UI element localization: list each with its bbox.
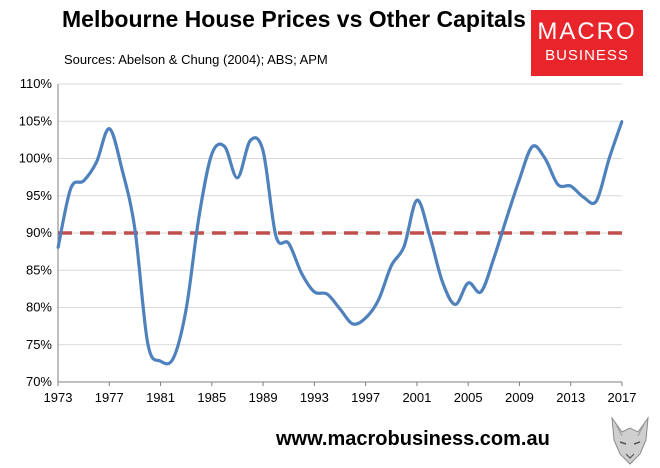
y-tick-label: 110% bbox=[20, 76, 53, 91]
data-point bbox=[223, 145, 226, 148]
x-tick-label: 1973 bbox=[44, 390, 73, 405]
data-point bbox=[300, 272, 303, 275]
data-point bbox=[582, 196, 585, 199]
y-tick-label: 75% bbox=[26, 337, 52, 352]
data-point bbox=[338, 307, 342, 311]
data-point bbox=[428, 234, 431, 238]
data-point bbox=[82, 179, 85, 183]
logo-line-1: MACRO bbox=[537, 18, 637, 45]
data-point bbox=[146, 342, 149, 345]
series-line bbox=[56, 120, 624, 366]
data-point bbox=[402, 245, 406, 248]
data-point bbox=[274, 234, 278, 238]
data-point bbox=[364, 316, 367, 320]
data-point bbox=[620, 120, 624, 123]
x-tick-label: 2017 bbox=[608, 390, 637, 405]
data-point bbox=[56, 246, 60, 250]
data-point bbox=[454, 303, 457, 306]
data-point bbox=[69, 187, 73, 190]
y-tick-label: 90% bbox=[26, 225, 52, 240]
data-point bbox=[390, 264, 393, 267]
data-point bbox=[249, 139, 252, 142]
data-point bbox=[313, 290, 316, 294]
x-tick-label: 2013 bbox=[556, 390, 585, 405]
footer-url: www.macrobusiness.com.au bbox=[276, 428, 550, 450]
y-tick-label: 85% bbox=[26, 262, 52, 277]
data-point bbox=[184, 307, 188, 311]
x-tick-label: 2005 bbox=[454, 390, 483, 405]
data-point bbox=[133, 228, 137, 231]
x-tick-label: 1989 bbox=[249, 390, 278, 405]
data-point bbox=[479, 290, 483, 294]
x-tick-label: 1981 bbox=[146, 390, 175, 405]
data-point bbox=[351, 322, 355, 326]
data-point bbox=[197, 215, 201, 218]
data-point bbox=[108, 127, 111, 130]
data-point bbox=[569, 184, 572, 188]
line-chart: 70% 75% 80% 85% 90% 95% 100% 105% 110% 1973 1977 19… bbox=[19, 76, 637, 405]
data-point bbox=[505, 216, 508, 220]
data-point bbox=[210, 152, 214, 156]
chart-subtitle: Sources: Abelson & Chung (2004); ABS; AP… bbox=[64, 52, 328, 67]
data-point bbox=[415, 199, 419, 202]
x-tick-label: 1997 bbox=[351, 390, 380, 405]
data-point bbox=[95, 161, 98, 164]
x-tick-label: 1977 bbox=[95, 390, 124, 405]
logo-line-2: BUSINESS bbox=[545, 47, 629, 64]
data-point bbox=[595, 199, 598, 203]
data-point bbox=[325, 292, 329, 296]
data-point bbox=[518, 178, 521, 181]
x-tick-label: 2001 bbox=[402, 390, 431, 405]
data-point bbox=[172, 356, 175, 360]
data-point bbox=[159, 359, 162, 363]
macrobusiness-logo: MACRO BUSINESS bbox=[531, 10, 643, 76]
y-tick-label: 95% bbox=[26, 188, 52, 203]
data-point bbox=[377, 298, 380, 302]
wolf-head-icon bbox=[611, 416, 649, 465]
y-tick-label: 80% bbox=[26, 300, 52, 315]
data-point bbox=[531, 145, 534, 148]
x-tick-label: 1985 bbox=[197, 390, 226, 405]
x-tick-label: 2009 bbox=[505, 390, 534, 405]
y-tick-label: 70% bbox=[26, 374, 52, 389]
data-point bbox=[261, 149, 265, 153]
y-tick-label: 100% bbox=[19, 151, 53, 166]
data-point bbox=[236, 176, 239, 180]
data-point bbox=[466, 281, 470, 285]
data-point bbox=[120, 168, 124, 171]
data-point bbox=[441, 280, 444, 284]
data-point bbox=[287, 242, 290, 245]
x-tick-label: 1993 bbox=[300, 390, 329, 405]
data-point bbox=[556, 183, 560, 186]
data-point bbox=[607, 157, 611, 160]
y-tick-label: 105% bbox=[19, 113, 53, 128]
data-point bbox=[492, 257, 496, 260]
data-point bbox=[543, 157, 547, 160]
chart-title: Melbourne House Prices vs Other Capitals bbox=[62, 6, 526, 32]
